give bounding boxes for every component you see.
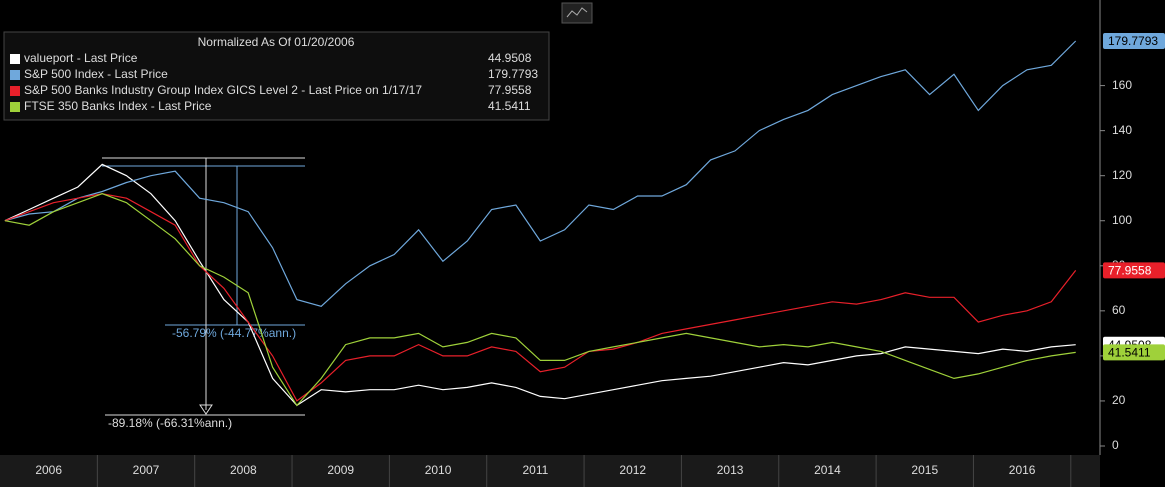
last-value-label: 179.7793 [1108,34,1158,48]
last-value-label: 41.5411 [1108,346,1151,360]
y-tick-label: 120 [1112,168,1132,182]
x-tick-label: 2014 [814,463,841,477]
legend-swatch [10,102,20,112]
x-tick-label: 2009 [327,463,354,477]
legend-value: 77.9558 [488,83,532,97]
x-tick-label: 2008 [230,463,257,477]
series-line [4,193,1077,402]
legend-label: FTSE 350 Banks Index - Last Price [24,99,212,113]
legend-box [3,31,550,121]
legend-label: valueport - Last Price [24,51,138,65]
legend-swatch [10,86,20,96]
last-value-tag [1103,33,1165,50]
legend-label: S&P 500 Index - Last Price [24,67,168,81]
drawdown-annotations: -56.79% (-44.77%ann.) -89.18% (-66.31%an… [102,157,305,430]
chart-title: Normalized As Of 01/20/2006 [198,35,355,49]
annotation-arrow [199,404,213,415]
x-tick-label: 2011 [522,463,548,477]
chart-type-icon [566,7,588,18]
x-tick-label: 2010 [425,463,452,477]
annotation: -56.79% (-44.77%ann.) [172,326,296,340]
legend-swatch [10,54,20,64]
series-line [4,40,1077,307]
x-tick-label: 2007 [133,463,160,477]
legend: Normalized As Of 01/20/2006 valueport - … [3,31,550,121]
time-band [0,455,1100,487]
legend-swatch [10,70,20,80]
y-tick-label: 140 [1112,123,1132,137]
y-tick-label: 20 [1112,393,1126,407]
x-tick-label: 2012 [619,463,646,477]
chart-type-button[interactable] [561,2,593,24]
y-tick-label: 160 [1112,78,1132,92]
x-tick-label: 2013 [717,463,744,477]
last-value-tag [1103,262,1165,279]
annotation: -89.18% (-66.31%ann.) [108,416,232,430]
legend-value: 41.5411 [488,99,531,113]
legend-value: 179.7793 [488,67,538,81]
y-tick-label: 0 [1112,438,1119,452]
last-value-tag [1103,344,1165,361]
y-tick-label: 60 [1112,303,1126,317]
legend-label: S&P 500 Banks Industry Group Index GICS … [24,83,422,97]
last-value-label: 77.9558 [1108,264,1152,278]
x-tick-label: 2006 [35,463,62,477]
series-line [4,163,1076,407]
x-tick-label: 2015 [911,463,938,477]
legend-value: 44.9508 [488,51,532,65]
series-line [4,193,1076,407]
x-tick-label: 2016 [1009,463,1036,477]
y-tick-label: 100 [1112,213,1132,227]
